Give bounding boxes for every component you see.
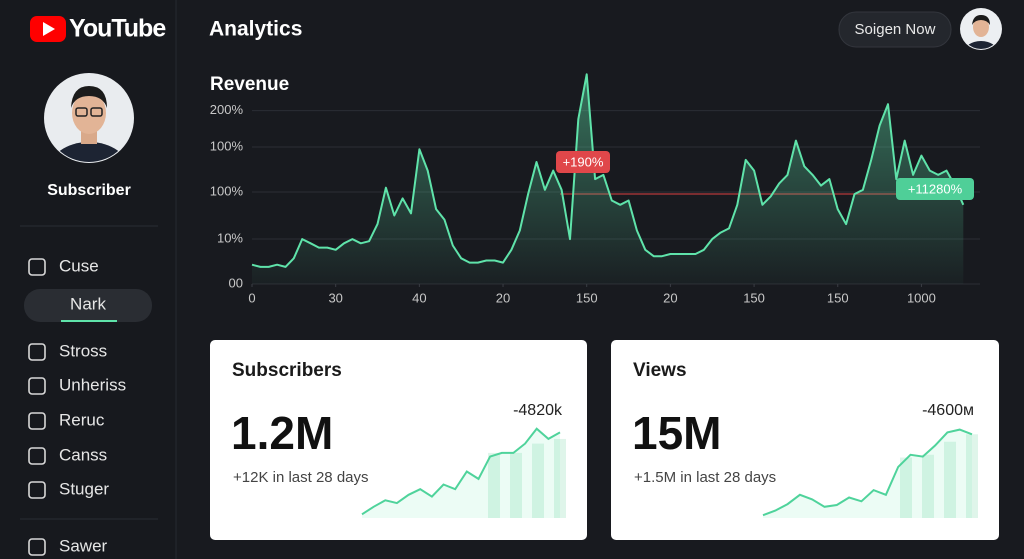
annotation-label: +190% xyxy=(563,154,604,169)
cards: Subscribers 1.2M +12K in last 28 days -4820… xyxy=(210,340,999,540)
y-tick-label: 00 xyxy=(229,275,243,290)
card-title: Subscribers xyxy=(232,360,342,381)
spark-bar xyxy=(944,441,956,518)
revenue-area xyxy=(252,74,964,284)
profile-name: Subscriber xyxy=(47,182,131,199)
x-tick-label: 20 xyxy=(496,290,510,305)
y-tick-label: 10% xyxy=(217,230,243,245)
x-tick-label: 30 xyxy=(328,290,342,305)
spark-bar xyxy=(966,434,978,518)
card-value: 15M xyxy=(632,407,721,459)
menu-icon[interactable] xyxy=(28,481,46,499)
x-tick-label: 150 xyxy=(576,290,598,305)
y-tick-label: 200% xyxy=(210,102,244,117)
x-tick-label: 0 xyxy=(248,290,255,305)
spark-bar xyxy=(532,443,544,518)
menu-item[interactable]: Sawer xyxy=(59,536,108,555)
avatar-person xyxy=(49,86,129,162)
menu-item[interactable]: Nark xyxy=(70,294,106,313)
menu-icon[interactable] xyxy=(28,377,46,395)
menu-icon[interactable] xyxy=(28,447,46,465)
menu-icon[interactable] xyxy=(28,258,46,276)
card-change: +1.5M in last 28 days xyxy=(634,469,776,486)
spark-area xyxy=(362,428,560,518)
card-value: 1.2M xyxy=(231,407,333,459)
header-button[interactable] xyxy=(838,11,952,48)
spark-bar xyxy=(510,452,522,518)
card-badge: -4820k xyxy=(513,402,563,419)
menu-item[interactable]: Unheriss xyxy=(59,375,126,394)
menu-icon[interactable] xyxy=(28,343,46,361)
logo-text[interactable]: YouTube xyxy=(69,15,167,43)
active-menu-pill[interactable] xyxy=(24,289,152,322)
spark-bar xyxy=(488,452,500,518)
x-tick-label: 1000 xyxy=(907,290,936,305)
x-tick-label: 40 xyxy=(412,290,426,305)
logo-play xyxy=(43,22,55,36)
menu-item[interactable]: Cuse xyxy=(59,256,99,275)
menu-item[interactable]: Reruc xyxy=(59,410,105,429)
y-tick-label: 100% xyxy=(210,138,244,153)
spark-bar xyxy=(554,438,566,518)
x-tick-label: 150 xyxy=(827,290,849,305)
card-title: Views xyxy=(633,360,687,381)
menu-icon[interactable] xyxy=(28,412,46,430)
spark-bar xyxy=(900,457,912,518)
spark-bar xyxy=(922,454,934,518)
annotation-label: +11280% xyxy=(908,181,963,196)
spark-line xyxy=(762,428,973,517)
card-change: +12K in last 28 days xyxy=(233,469,369,486)
menu-item[interactable]: Canss xyxy=(59,445,107,464)
spark-line xyxy=(361,427,561,516)
annotation-badge xyxy=(556,151,610,173)
header-button-label[interactable]: Soigen Now xyxy=(855,21,936,38)
menu-icon[interactable] xyxy=(28,538,46,556)
revenue-line xyxy=(251,73,965,268)
menu-item[interactable]: Stross xyxy=(59,341,107,360)
card-badge: -4600м xyxy=(922,402,974,419)
menu-item[interactable]: Stuger xyxy=(59,479,109,498)
spark-area xyxy=(763,429,972,518)
x-tick-label: 20 xyxy=(663,290,677,305)
menu: Cuse Nark Stross Unheriss Reruc Canss Stuger Sa… xyxy=(28,256,126,556)
revenue-chart: 00 10% 100% 100% 200% 0 30 40 20 150 20 150 150 1000 +… xyxy=(210,73,980,305)
page-title: Analytics xyxy=(209,18,302,41)
y-tick-label: 100% xyxy=(210,183,244,198)
chart-title: Revenue xyxy=(210,74,289,95)
annotation-badge xyxy=(896,178,974,200)
x-tick-label: 150 xyxy=(743,290,765,305)
